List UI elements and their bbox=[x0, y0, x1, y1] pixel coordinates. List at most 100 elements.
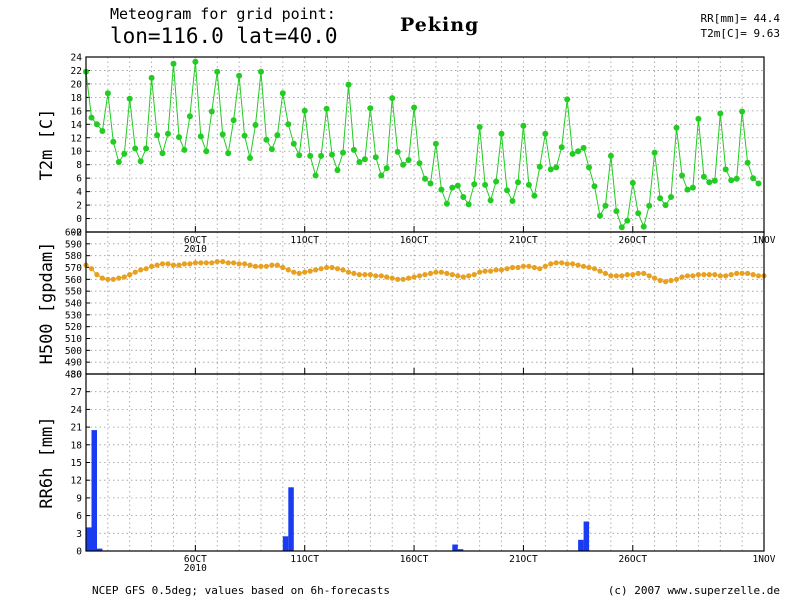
t2m-point bbox=[137, 158, 144, 165]
h500-point bbox=[356, 272, 362, 278]
h500-point bbox=[564, 261, 570, 267]
h500-point bbox=[635, 270, 641, 276]
t2m-point bbox=[476, 124, 483, 130]
y-tick-label: 21 bbox=[71, 423, 83, 434]
t2m-point bbox=[553, 164, 560, 171]
h500-point bbox=[258, 263, 264, 269]
t2m-point bbox=[126, 95, 133, 102]
h500-point bbox=[214, 259, 220, 265]
h500-point bbox=[88, 266, 95, 272]
t2m-point bbox=[93, 121, 100, 128]
h500-point bbox=[444, 270, 450, 276]
h500-point bbox=[684, 273, 691, 279]
h500-point bbox=[400, 276, 406, 282]
t2m-point bbox=[274, 132, 281, 139]
y-tick-label: 12 bbox=[71, 133, 82, 144]
t2m-point bbox=[460, 194, 467, 200]
y-tick-label: 4 bbox=[76, 187, 82, 198]
h500-point bbox=[362, 272, 368, 278]
y-tick-label: 2 bbox=[76, 201, 82, 212]
rr6h-bar bbox=[578, 539, 584, 551]
h500-point bbox=[324, 264, 330, 271]
t2m-point bbox=[219, 131, 226, 138]
t2m-point bbox=[558, 144, 565, 151]
rr6h-bar bbox=[452, 544, 458, 551]
t2m-point bbox=[372, 154, 379, 161]
h500-point bbox=[460, 274, 466, 280]
h500-point bbox=[154, 262, 160, 268]
y-tick-label: 18 bbox=[71, 440, 83, 451]
t2m-point bbox=[465, 201, 472, 208]
t2m-point bbox=[580, 144, 587, 151]
h500-point bbox=[433, 269, 439, 275]
t2m-point bbox=[569, 150, 576, 157]
rr6h-bar bbox=[282, 536, 289, 552]
h500-point bbox=[159, 261, 166, 267]
t2m-point bbox=[329, 151, 335, 158]
h500-point bbox=[597, 268, 603, 274]
h500-point bbox=[466, 273, 472, 279]
h500-point bbox=[542, 263, 548, 269]
h500-point bbox=[422, 272, 428, 278]
h500-point bbox=[641, 270, 647, 276]
t2m-point bbox=[340, 149, 346, 156]
h500-point bbox=[395, 276, 401, 282]
t2m-point bbox=[394, 148, 401, 155]
h500-point bbox=[531, 264, 538, 271]
t2m-point bbox=[536, 163, 543, 170]
t2m-point bbox=[487, 197, 494, 204]
h500-point bbox=[471, 272, 477, 278]
h500-point bbox=[127, 272, 133, 278]
h500-point bbox=[203, 260, 209, 266]
y-axis-title: RR6h [mm] bbox=[37, 416, 57, 508]
h500-point bbox=[170, 262, 177, 268]
t2m-point bbox=[318, 152, 325, 159]
rr-total: RR[mm]= 44.4 bbox=[700, 12, 780, 25]
t2m-point bbox=[515, 179, 521, 186]
t2m-point bbox=[121, 150, 128, 157]
t2m-point bbox=[750, 175, 757, 182]
station-name: Peking bbox=[400, 14, 480, 36]
h500-point bbox=[646, 273, 652, 279]
rr6h-bar bbox=[96, 548, 103, 551]
t2m-point bbox=[263, 136, 270, 143]
t2m-point bbox=[203, 148, 210, 155]
t2m-point bbox=[241, 132, 248, 139]
h500-point bbox=[247, 262, 253, 268]
h500-point bbox=[537, 266, 543, 272]
t2m-point bbox=[230, 117, 237, 124]
h500-point bbox=[701, 272, 707, 278]
t2m-point bbox=[99, 128, 106, 134]
t2m-point bbox=[438, 186, 445, 193]
h500-point bbox=[192, 260, 198, 266]
h500-point bbox=[351, 270, 357, 276]
t2m-point bbox=[236, 72, 243, 79]
y-tick-label: 8 bbox=[76, 160, 82, 171]
t2m-point bbox=[285, 121, 292, 128]
h500-point bbox=[318, 266, 324, 272]
grid-point-coords: lon=116.0 lat=40.0 bbox=[110, 24, 338, 48]
meteogram-title: Meteogram for grid point: bbox=[110, 5, 336, 23]
t2m-point bbox=[493, 178, 500, 185]
rr6h-bar bbox=[288, 487, 294, 551]
h500-point bbox=[138, 267, 144, 273]
h500-point bbox=[755, 273, 762, 279]
h500-point bbox=[406, 275, 412, 281]
t2m-point bbox=[651, 149, 658, 156]
h500-point bbox=[302, 269, 308, 275]
h500-point bbox=[553, 260, 559, 266]
x-tick-label: 11OCT bbox=[290, 554, 319, 565]
rr6h-bar bbox=[86, 527, 92, 551]
y-tick-label: 480 bbox=[65, 370, 82, 381]
x-tick-label: 21OCT bbox=[509, 235, 538, 246]
t2m-point bbox=[739, 108, 746, 115]
t2m-point bbox=[181, 146, 188, 153]
t2m-point bbox=[525, 181, 532, 188]
y-tick-label: 10 bbox=[71, 147, 83, 158]
x-tick-label: 26OCT bbox=[618, 554, 647, 565]
y-tick-label: 0 bbox=[76, 547, 82, 558]
h500-point bbox=[477, 269, 483, 275]
h500-point bbox=[132, 269, 138, 275]
